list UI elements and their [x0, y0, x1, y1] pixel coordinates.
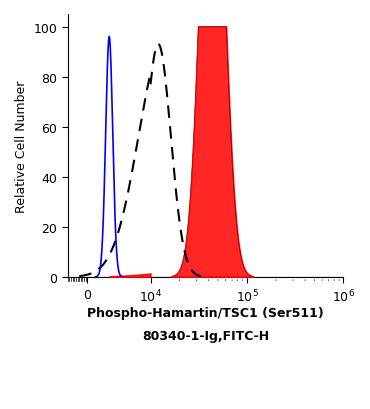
Y-axis label: Relative Cell Number: Relative Cell Number: [15, 80, 28, 212]
Text: Phospho-Hamartin/TSC1 (Ser511): Phospho-Hamartin/TSC1 (Ser511): [87, 306, 324, 319]
Text: 80340-1-Ig,FITC-H: 80340-1-Ig,FITC-H: [142, 330, 269, 343]
